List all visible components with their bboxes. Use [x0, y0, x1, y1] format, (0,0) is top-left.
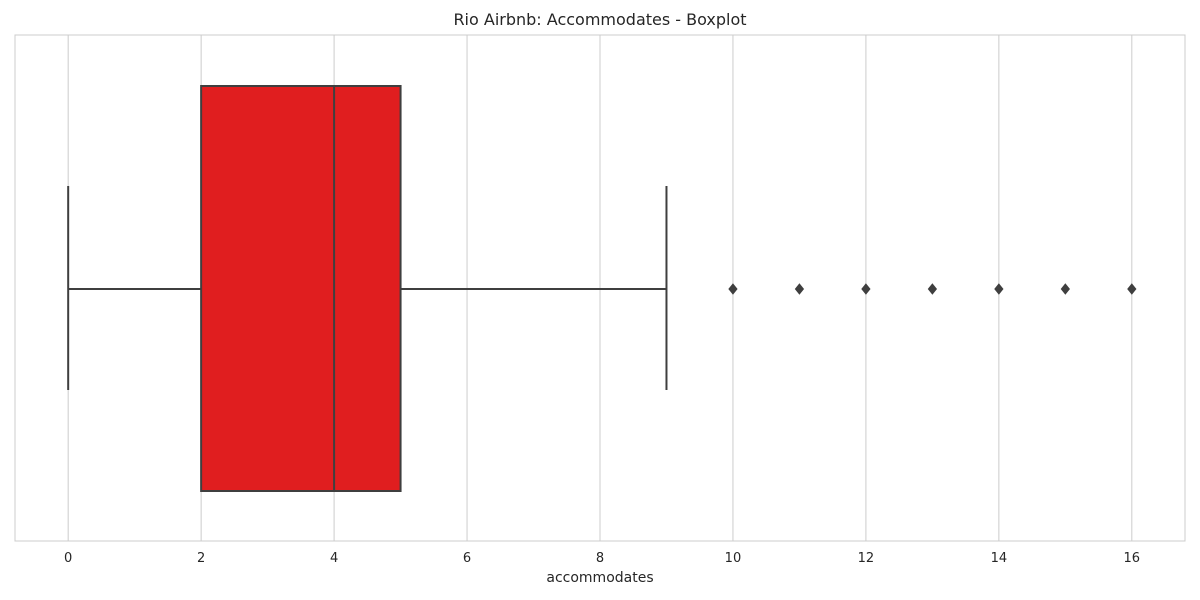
iqr-box [200, 85, 402, 492]
x-tick-label: 10 [725, 551, 742, 566]
x-tick-label: 14 [991, 551, 1008, 566]
x-tick-label: 12 [858, 551, 875, 566]
outlier-point [927, 283, 938, 295]
x-tick-label: 2 [197, 551, 205, 566]
outlier-point [994, 283, 1004, 295]
chart-title: Rio Airbnb: Accommodates - Boxplot [453, 10, 747, 29]
x-tick-label: 8 [596, 551, 604, 566]
outlier-point [1127, 283, 1137, 295]
x-tick-label: 4 [330, 551, 338, 566]
outlier-point [728, 283, 738, 295]
x-tick-label: 0 [64, 551, 72, 566]
plot-frame [14, 34, 1186, 542]
x-axis-label: accommodates [546, 570, 653, 586]
box-layer [67, 85, 668, 492]
x-tick-layer: 0 2 4 6 8 10 12 14 16 [64, 551, 1140, 566]
outlier-point [794, 283, 805, 295]
outlier-point [1060, 283, 1070, 295]
x-tick-label: 16 [1124, 551, 1141, 566]
outlier-layer [728, 283, 1137, 295]
x-tick-label: 6 [463, 551, 471, 566]
outlier-point [861, 283, 871, 295]
